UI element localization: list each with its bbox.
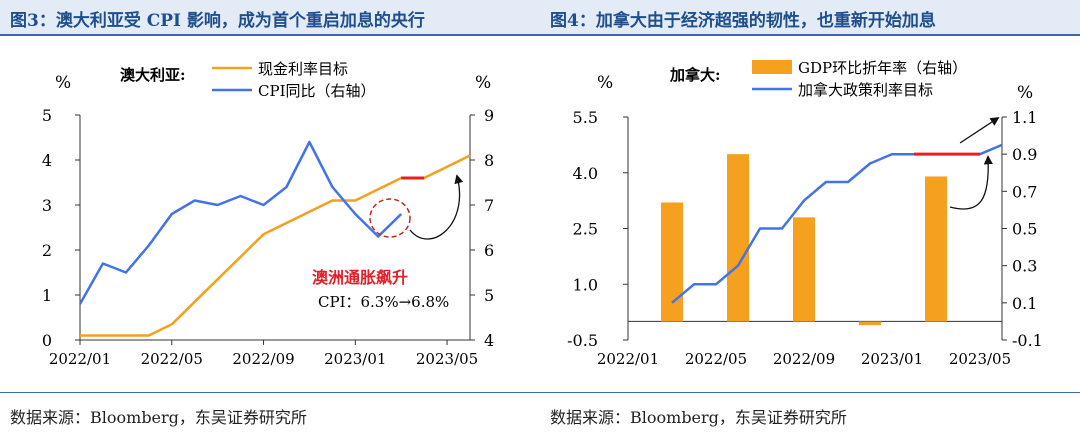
left-y-unit: %	[597, 73, 613, 93]
left-y-tick-label: 3	[42, 196, 52, 215]
right-y-tick-label: 0.9	[1012, 145, 1037, 164]
country-label: 澳大利亚:	[120, 66, 186, 84]
left-y-tick-label: 5.5	[573, 108, 598, 127]
right-figure-title: 图4：加拿大由于经济超强的韧性，也重新开始加息	[550, 11, 936, 31]
policy-rate-line	[671, 143, 1003, 304]
legend-label-0: 现金利率目标	[258, 60, 348, 78]
left-source-divider	[0, 392, 540, 393]
left-source-note: 数据来源：Bloomberg，东吴证券研究所	[10, 408, 307, 427]
x-tick-label: 2022/01	[49, 350, 111, 368]
left-chart: 0 1 2 3 4 5 4 5 6 7 8 9 2022/01 2022/05 2022/09 2023/01…	[42, 60, 494, 368]
right-source-divider	[540, 392, 1080, 393]
right-y-unit: %	[475, 73, 491, 93]
gdp-bar	[925, 176, 947, 322]
right-y-tick-label: 9	[484, 106, 494, 125]
x-tick-label: 2022/05	[685, 350, 747, 368]
right-y-tick-label: 8	[484, 151, 494, 170]
trend-arrow	[949, 155, 993, 210]
right-y-tick-label: 0.7	[1012, 182, 1037, 201]
left-y-unit: %	[55, 73, 71, 93]
country-label: 加拿大:	[669, 66, 721, 84]
x-tick-label: 2022/09	[773, 350, 835, 368]
right-title-bar: 图4：加拿大由于经济超强的韧性，也重新开始加息	[540, 0, 1080, 36]
left-y-tick-label: 2.5	[573, 220, 598, 239]
left-y-tick-label: 4.0	[573, 164, 598, 183]
x-tick-label: 2022/01	[597, 350, 659, 368]
x-tick-label: 2023/01	[324, 350, 386, 368]
gdp-bar	[793, 217, 815, 322]
legend-swatch-0	[752, 60, 792, 74]
right-y-tick-label: 4	[484, 331, 494, 350]
legend-label-0: GDP环比折年率（右轴）	[798, 59, 967, 77]
x-tick-label: 2022/05	[141, 350, 203, 368]
right-y-tick-label: 0.1	[1012, 294, 1037, 313]
annotation-text: CPI：6.3%→6.8%	[318, 293, 449, 311]
legend-label-1: 加拿大政策利率目标	[798, 81, 933, 99]
left-y-tick-label: -0.5	[567, 331, 598, 350]
left-figure-panel: 图3：澳大利亚受 CPI 影响，成为首个重启加息的央行 0 1 2 3 4 5 4 5 6 7 8 9…	[0, 0, 540, 427]
right-source-note: 数据来源：Bloomberg，东吴证券研究所	[550, 408, 847, 427]
left-y-tick-label: 0	[42, 331, 52, 350]
gdp-bar	[661, 202, 683, 322]
annotation-title: 澳洲通胀飙升	[312, 268, 408, 287]
x-tick-label: 2022/09	[232, 350, 294, 368]
right-y-tick-label: 1.1	[1012, 108, 1037, 127]
left-figure-title: 图3：澳大利亚受 CPI 影响，成为首个重启加息的央行	[10, 11, 425, 31]
right-y-tick-label: 0.5	[1012, 220, 1037, 239]
gdp-bar	[859, 321, 881, 326]
legend-label-1: CPI同比（右轴）	[258, 82, 376, 100]
gdp-bar	[727, 154, 749, 322]
left-y-tick-label: 1.0	[573, 275, 598, 294]
left-y-tick-label: 5	[42, 106, 52, 125]
cpi-highlight-circle	[369, 198, 411, 238]
right-y-tick-label: -0.1	[1012, 331, 1043, 350]
right-figure-panel: 图4：加拿大由于经济超强的韧性，也重新开始加息 -0.5 1.0 2.5 4.0 5.5…	[540, 0, 1080, 435]
left-y-tick-label: 4	[42, 151, 52, 170]
left-title-bar: 图3：澳大利亚受 CPI 影响，成为首个重启加息的央行	[0, 0, 540, 36]
trend-arrow	[409, 174, 464, 240]
right-y-unit: %	[1017, 83, 1033, 103]
x-tick-label: 2023/05	[949, 350, 1011, 368]
cpi-yoy-line	[78, 140, 403, 305]
x-tick-label: 2023/01	[861, 350, 923, 368]
right-y-tick-label: 7	[484, 196, 494, 215]
right-y-tick-label: 5	[484, 286, 494, 305]
right-y-tick-label: 6	[484, 241, 494, 260]
left-y-tick-label: 1	[42, 286, 52, 305]
x-tick-label: 2023/05	[416, 350, 478, 368]
up-arrow	[959, 116, 1000, 144]
left-y-tick-label: 2	[42, 241, 52, 260]
right-y-tick-label: 0.3	[1012, 257, 1037, 276]
right-chart: -0.5 1.0 2.5 4.0 5.5 -0.1 0.1 0.3 0.5 0.7 0.9 1.1 20…	[567, 59, 1043, 368]
